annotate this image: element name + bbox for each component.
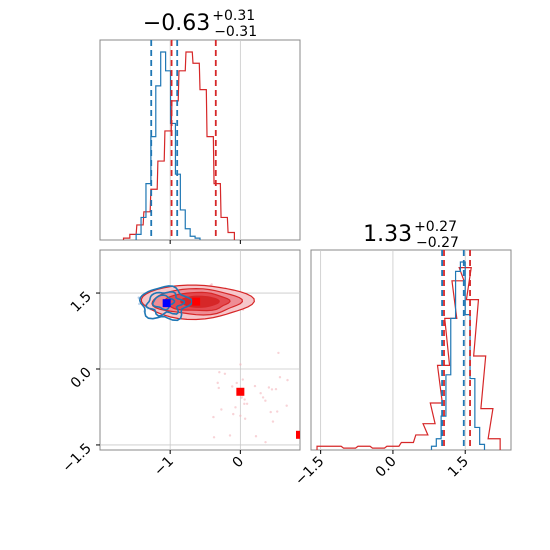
scatter-point-red <box>254 435 258 438</box>
joint-grid <box>100 250 300 450</box>
scatter-point-red <box>231 385 234 388</box>
marginal-2-ticks <box>320 450 466 454</box>
scatter-point-red <box>302 410 304 412</box>
marginal_2-series-0-step <box>316 267 501 450</box>
scatter-point-red <box>239 414 242 417</box>
joint-y-tick-labels: −1.5 0.0 1.5 <box>59 289 94 476</box>
joint-y-tick-label-1: 0.0 <box>68 365 95 392</box>
scatter-point-red <box>286 378 289 382</box>
marker-series-0-0 <box>192 297 201 306</box>
scatter-point-red <box>243 402 246 406</box>
scatter-point-red <box>277 351 280 355</box>
joint-markers <box>162 297 300 439</box>
joint-y-tick-label-2: 1.5 <box>68 289 95 316</box>
title-1: −0.63 +0.31 −0.31 <box>143 8 257 40</box>
title-2: 1.33 +0.27 −0.27 <box>363 219 459 251</box>
joint-ticks <box>96 292 241 454</box>
scatter-point-red <box>243 398 246 401</box>
scatter-point-red <box>212 436 216 439</box>
scatter-point-red <box>285 404 288 407</box>
marginal-1-quantiles <box>150 40 217 240</box>
marginal-panel-2: −1.5 0.0 1.5 1.33 +0.27 −0.27 <box>292 219 512 489</box>
scatter-point-red <box>259 391 262 395</box>
scatter-point-red <box>243 417 247 420</box>
scatter-point-red <box>278 376 282 379</box>
marker-series-0-1 <box>236 387 245 396</box>
blue-contour-level-3 <box>152 294 176 311</box>
blue-contour-level-2 <box>145 291 186 317</box>
marginal_2-series-1-step <box>430 261 486 450</box>
scatter-point-red <box>264 399 267 402</box>
scatter-point-red <box>232 412 235 416</box>
scatter-point-blue <box>138 302 141 306</box>
marginal_1-series-0-step <box>122 51 235 240</box>
scatter-point-red <box>241 378 244 381</box>
joint-frame <box>99 249 301 451</box>
scatter-point-red <box>212 415 215 419</box>
scatter-point-red <box>217 386 220 390</box>
scatter-point-red <box>240 396 243 399</box>
marginal-2-x-tick-label-0: −1.5 <box>292 454 327 489</box>
scatter-point-red <box>220 408 223 411</box>
blue-contour-level-1 <box>138 285 193 322</box>
joint-x-tick-label-0: −1 <box>151 454 177 480</box>
scatter-point-red <box>245 402 249 405</box>
marginal-2-frame <box>310 249 512 451</box>
marker-series-1-0 <box>162 299 171 308</box>
scatter-point-red <box>239 363 242 366</box>
scatter-point-red <box>218 371 221 374</box>
marker-series-0-2 <box>296 430 300 439</box>
marginal-2-quantiles <box>441 250 471 450</box>
joint-x-tick-label-1: 0 <box>230 454 248 472</box>
marginal_1-series-1-step <box>135 51 201 240</box>
scatter-point-red <box>267 386 271 389</box>
scatter-point-red <box>264 440 267 444</box>
scatter-point-red <box>261 396 265 399</box>
marginal-2-x-tick-label-2: 1.5 <box>445 454 472 481</box>
scatter-point-red <box>274 387 278 391</box>
scatter-point-red <box>228 434 232 437</box>
scatter-point-red <box>253 384 257 388</box>
marginal-2-histograms <box>316 261 501 450</box>
marginal-2-x-tick-label-1: 0.0 <box>373 454 400 481</box>
marginal-panel-1: −0.63 +0.31 −0.31 <box>99 8 301 244</box>
scatter-point-red <box>269 410 272 414</box>
scatter-point-red <box>216 381 219 385</box>
scatter-point-red <box>223 372 227 375</box>
marginal-2-x-tick-labels: −1.5 0.0 1.5 <box>292 454 472 489</box>
scatter-point-red <box>234 406 237 409</box>
scatter-point-red <box>276 410 279 413</box>
joint-y-tick-label-0: −1.5 <box>59 440 94 475</box>
scatter-point-red <box>270 388 274 391</box>
joint-panel: −1 0 −1.5 0.0 1.5 <box>59 249 304 480</box>
marginal-1-ticks <box>169 240 241 244</box>
marginal-1-histograms <box>122 51 235 240</box>
joint-x-tick-labels: −1 0 <box>151 454 247 480</box>
scatter-point-red <box>271 420 275 423</box>
scatter-point-red <box>235 381 238 385</box>
